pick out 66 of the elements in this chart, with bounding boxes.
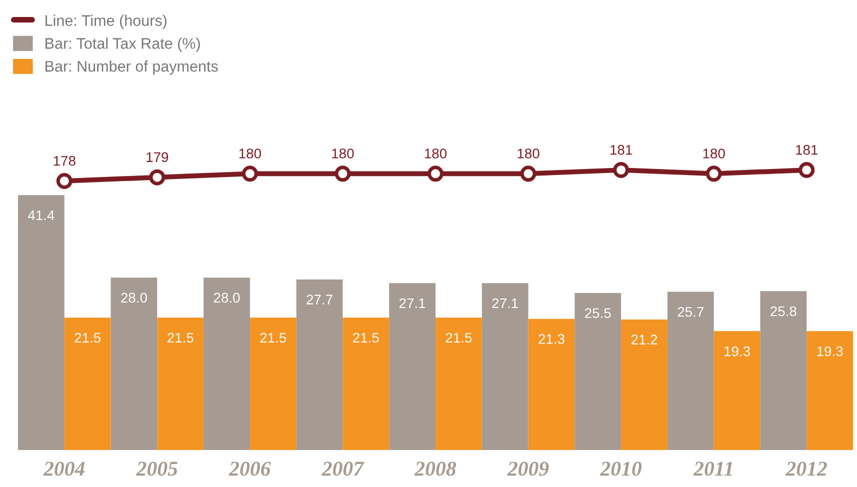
data-label: 21.5 [446,332,472,343]
data-label: 19.3 [817,346,843,356]
point [428,166,444,182]
point [334,166,351,182]
x-tick-label: 2007 [322,462,364,476]
data-label: 21.2 [631,334,658,344]
bar [342,318,390,450]
bar [621,319,668,450]
x-tick-label: 2009 [507,462,549,476]
data-label: 21.5 [74,332,101,343]
data-label: 180 [239,148,261,158]
data-label: 25.5 [585,308,611,318]
x-tick-label: 2004 [43,462,85,476]
bar [204,278,250,450]
data-label: 180 [424,148,447,158]
point [613,162,630,178]
data-label: 178 [54,156,76,166]
bar [389,283,436,450]
point [798,162,815,178]
bar [760,291,807,450]
x-tick-label: 2005 [136,462,178,476]
legend-label: Bar: Total Tax Rate (%) [46,38,200,52]
data-label: 19.3 [724,346,750,356]
point [520,166,536,182]
bar [64,318,111,450]
data-label: 28.0 [121,292,147,303]
data-label: 25.8 [770,306,796,316]
x-tick-label: 2006 [228,462,271,476]
x-tick-label: 2011 [693,462,732,476]
x-tick-label: 2012 [786,462,827,476]
x-tick-label: 2008 [414,462,456,476]
legend-label: Line: Time (hours) [46,14,166,29]
bar [436,318,482,450]
bar [250,318,296,450]
bar [528,318,575,450]
data-label: 27.7 [306,294,332,304]
data-label: 21.5 [260,332,286,343]
data-label: 21.5 [168,332,194,343]
bar [574,292,622,450]
data-label: 21.5 [353,332,379,343]
data-label: 180 [703,148,725,158]
point [706,166,722,182]
bar [482,283,528,450]
bar [18,195,64,450]
point [242,166,258,182]
point [56,173,72,189]
legend-label: Bar: Number of payments [46,60,218,75]
data-label: 179 [146,152,168,162]
data-label: 21.3 [538,334,564,344]
bar [296,279,343,450]
bar [667,292,714,450]
data-label: 27.1 [399,298,426,308]
data-label: 27.1 [492,298,518,308]
data-label: 180 [518,148,540,158]
data-label: 41.4 [28,210,54,220]
bar [806,331,853,450]
data-label: 25.7 [678,306,704,317]
data-label: 180 [332,148,354,158]
point [149,169,166,186]
x-tick-label: 2010 [600,462,642,476]
data-label: 181 [796,144,818,155]
data-label: 28.0 [214,292,240,303]
bar [110,278,158,450]
bar [157,318,204,450]
bar [714,331,760,450]
data-label: 181 [610,144,632,155]
